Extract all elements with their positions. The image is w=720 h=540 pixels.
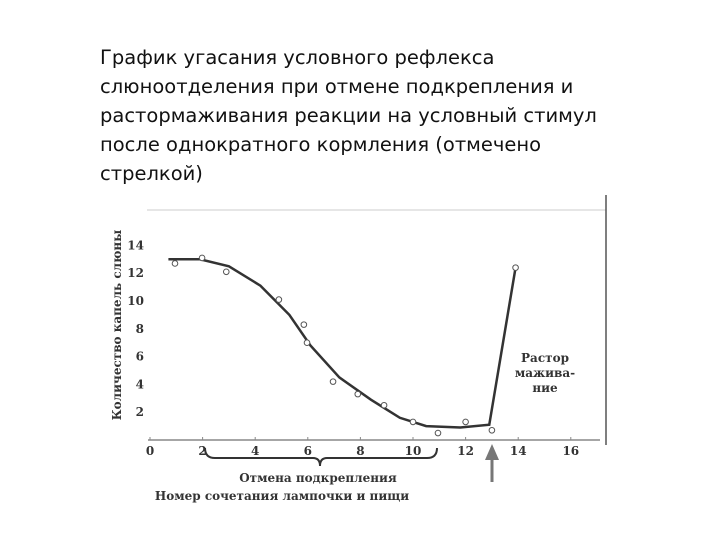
- y-tick-label: 10: [127, 294, 144, 308]
- x-tick-label: 10: [405, 444, 422, 458]
- data-point: [488, 426, 496, 434]
- x-axis-label: Номер сочетания лампочки и пищи: [155, 489, 409, 503]
- data-point: [409, 418, 417, 426]
- y-axis-label: Количество капель слюны: [110, 230, 124, 421]
- y-tick-label: 14: [127, 238, 144, 252]
- annotation: ние: [532, 381, 558, 395]
- data-point: [380, 401, 388, 409]
- title-line: растормаживания реакции на условный стим…: [100, 104, 597, 127]
- data-point: [198, 254, 206, 262]
- title-line: стрелкой): [100, 162, 203, 185]
- data-point: [462, 418, 469, 426]
- x-tick-label: 8: [356, 444, 364, 458]
- data-point: [222, 268, 230, 276]
- arrow-head: [485, 444, 499, 460]
- title-line: после однократного кормления (отмечено: [100, 133, 541, 156]
- x-tick-label: 14: [510, 444, 527, 458]
- y-tick-label: 4: [136, 377, 144, 391]
- annotation: Растор: [521, 351, 569, 365]
- x-tick-label: 6: [304, 444, 312, 458]
- x-tick-label: 2: [198, 444, 206, 458]
- data-point: [303, 339, 311, 347]
- fit-curve: [168, 258, 517, 429]
- x-tick-label: 0: [146, 444, 154, 458]
- brace-label: Отмена подкрепления: [239, 471, 397, 485]
- data-point: [512, 264, 519, 271]
- data-point: [171, 260, 179, 267]
- annotation: мажива-: [515, 366, 575, 380]
- x-tick-label: 16: [562, 444, 579, 458]
- title-line: слюноотделения при отмене подкрепления и: [100, 75, 573, 98]
- data-point: [300, 321, 308, 328]
- data-point: [329, 378, 337, 385]
- y-tick-label: 12: [127, 266, 144, 280]
- brace: [204, 447, 438, 467]
- y-tick-label: 8: [136, 322, 144, 336]
- x-tick-label: 4: [251, 444, 259, 458]
- y-tick-label: 6: [136, 350, 144, 364]
- data-point: [354, 390, 362, 398]
- x-tick-label: 12: [457, 444, 474, 458]
- title-line: График угасания условного рефлекса: [100, 46, 494, 69]
- data-point: [275, 296, 283, 303]
- data-point: [434, 429, 442, 437]
- y-tick-label: 2: [136, 405, 144, 419]
